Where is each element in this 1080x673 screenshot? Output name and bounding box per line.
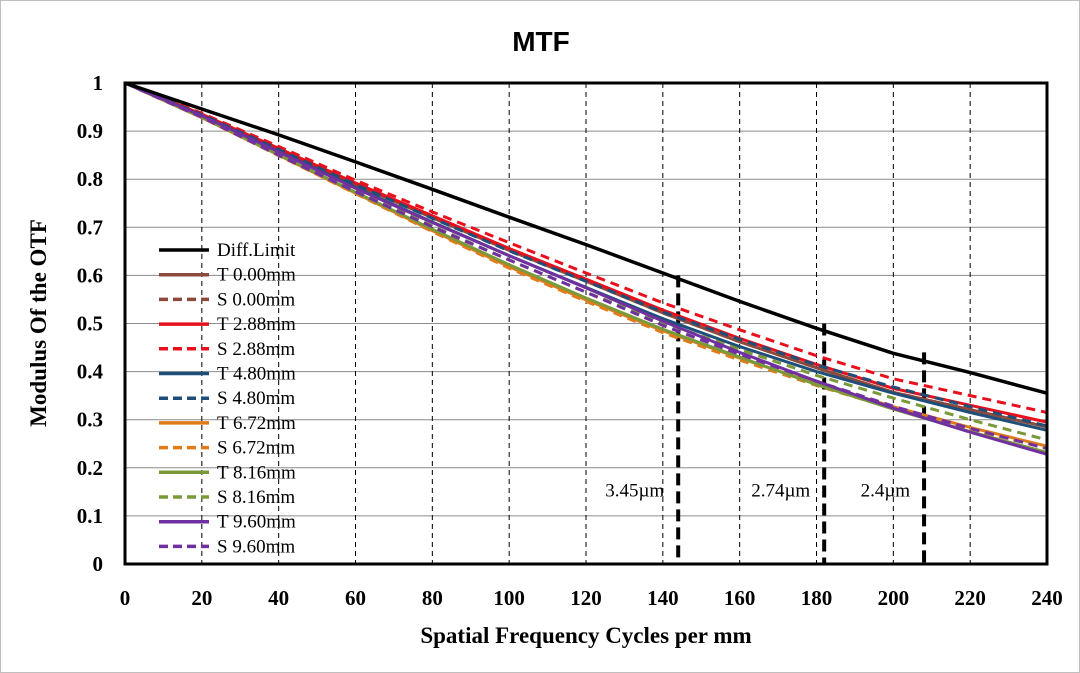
y-tick-label: 0.9 [77,119,103,143]
legend-label: S 2.88mm [217,339,295,360]
resolution-marker-label: 2.4µm [861,481,911,502]
legend: Diff.Limit T 0.00mm S 0.00mm T 2.88mm S 2.88… [159,240,296,557]
x-tick-label: 80 [422,586,443,610]
resolution-marker-label: 3.45µm [605,481,664,502]
y-tick-label: 1 [93,71,104,95]
legend-label: S 0.00mm [217,289,295,310]
legend-label: T 9.60mm [217,512,296,533]
y-tick-label: 0 [93,552,104,576]
x-tick-label: 180 [801,586,833,610]
series-line-s-2-88mm [124,81,1048,414]
x-tick-label: 40 [268,586,289,610]
legend-label: S 6.72mm [217,438,295,459]
y-tick-label: 0.7 [77,215,103,239]
tick-labels: 0 20 40 60 80 100 120 140 160 180 200 220 240 0 0.1 0.2… [77,71,1063,610]
legend-label: S 9.60mm [217,536,295,557]
resolution-marker-label: 2.74µm [751,481,810,502]
x-tick-label: 120 [570,586,602,610]
legend-label: T 6.72mm [217,413,296,434]
y-axis-label: Modulus Of the OTF [26,219,51,427]
legend-label: T 8.16mm [217,462,296,483]
y-tick-label: 0.8 [77,167,103,191]
y-tick-label: 0.6 [77,263,103,287]
x-tick-label: 20 [191,586,212,610]
x-tick-label: 140 [647,586,679,610]
grid [125,83,1047,564]
legend-label: T 4.80mm [217,364,296,385]
y-tick-label: 0.3 [77,408,103,432]
x-axis-label: Spatial Frequency Cycles per mm [420,623,751,648]
resolution-markers: 3.45µm 2.74µm 2.4µm [605,275,927,564]
legend-label: S 8.16mm [217,487,295,508]
x-tick-label: 60 [345,586,366,610]
chart-title: MTF [512,26,570,57]
series-line-s-4-80mm [124,81,1048,428]
y-tick-label: 0.1 [77,504,103,528]
series-line-t-9-60mm [124,81,1048,456]
series-lines [124,81,1048,456]
legend-label: Diff.Limit [217,240,296,261]
legend-label: T 0.00mm [217,265,296,286]
x-tick-label: 100 [493,586,525,610]
x-tick-label: 240 [1031,586,1063,610]
y-tick-label: 0.2 [77,456,103,480]
x-tick-label: 220 [954,586,986,610]
series-line-diff-limit [124,81,1048,395]
series-line-s-9-60mm [124,81,1048,451]
x-tick-label: 0 [120,586,131,610]
legend-label: S 4.80mm [217,388,295,409]
legend-label: T 2.88mm [217,314,296,335]
x-tick-label: 160 [724,586,756,610]
plot-frame [123,81,1049,566]
x-tick-label: 200 [878,586,910,610]
y-tick-label: 0.4 [77,360,104,384]
y-tick-label: 0.5 [77,312,103,336]
